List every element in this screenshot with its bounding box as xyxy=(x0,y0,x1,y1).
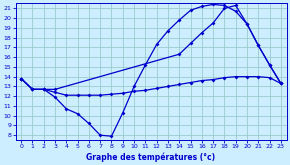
X-axis label: Graphe des températures (°c): Graphe des températures (°c) xyxy=(86,152,215,162)
